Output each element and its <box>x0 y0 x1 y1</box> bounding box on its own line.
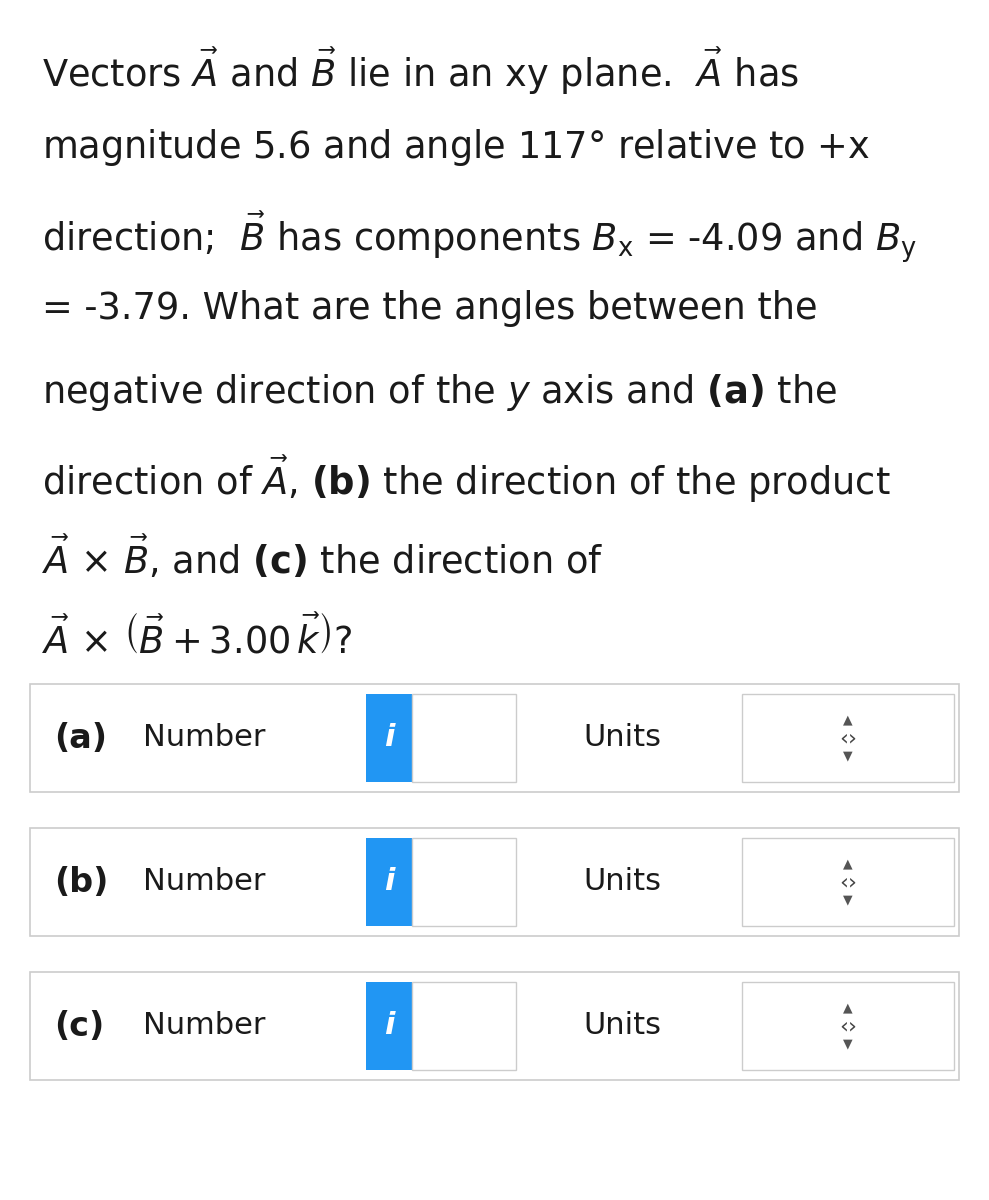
Text: (b): (b) <box>54 865 109 899</box>
Text: ‹›: ‹› <box>839 872 857 892</box>
Text: Number: Number <box>143 1012 266 1040</box>
Text: i: i <box>384 724 395 752</box>
Text: negative direction of the $y$ axis and $\mathbf{(a)}$ the: negative direction of the $y$ axis and $… <box>42 372 837 413</box>
Text: magnitude 5.6 and angle 117$\degree$ relative to +x: magnitude 5.6 and angle 117$\degree$ rel… <box>42 127 869 168</box>
Text: = -3.79. What are the angles between the: = -3.79. What are the angles between the <box>42 290 817 328</box>
Text: Units: Units <box>584 868 662 896</box>
Text: (a): (a) <box>54 721 108 755</box>
Text: i: i <box>384 868 395 896</box>
Text: direction of $\vec{A}$, $\mathbf{(b)}$ the direction of the product: direction of $\vec{A}$, $\mathbf{(b)}$ t… <box>42 454 890 505</box>
Text: Number: Number <box>143 724 266 752</box>
Text: ‹›: ‹› <box>839 728 857 748</box>
Text: Units: Units <box>584 1012 662 1040</box>
Text: $\vec{A}$ $\times$ $\vec{B}$, and $\mathbf{(c)}$ the direction of: $\vec{A}$ $\times$ $\vec{B}$, and $\math… <box>42 535 603 582</box>
Text: ▼: ▼ <box>844 894 853 906</box>
Text: Units: Units <box>584 724 662 752</box>
Text: ▲: ▲ <box>844 714 853 726</box>
Text: i: i <box>384 1012 395 1040</box>
Text: ▼: ▼ <box>844 750 853 762</box>
Text: Vectors $\vec{A}$ and $\vec{B}$ lie in an xy plane.  $\vec{A}$ has: Vectors $\vec{A}$ and $\vec{B}$ lie in a… <box>42 46 798 97</box>
Text: ‹›: ‹› <box>839 1016 857 1036</box>
Text: (c): (c) <box>54 1009 105 1043</box>
Text: ▲: ▲ <box>844 1002 853 1014</box>
Text: ▲: ▲ <box>844 858 853 870</box>
Text: Number: Number <box>143 868 266 896</box>
Text: $\vec{A}$ $\times$ $\left(\vec{B}+3.00\,\vec{k}\right)$?: $\vec{A}$ $\times$ $\left(\vec{B}+3.00\,… <box>42 617 352 662</box>
Text: ▼: ▼ <box>844 1038 853 1050</box>
Text: direction;  $\vec{B}$ has components $B_\mathrm{x}$ = -4.09 and $B_\mathrm{y}$: direction; $\vec{B}$ has components $B_\… <box>42 209 916 264</box>
